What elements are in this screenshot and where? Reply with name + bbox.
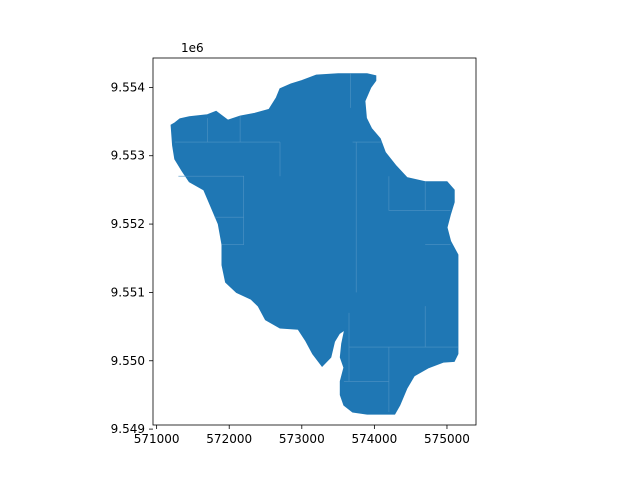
region-layer [170, 73, 459, 415]
y-tick-label: 9.552 [111, 217, 145, 231]
axes-layer: 571000 572000 573000 574000 575000 9.549 9.550… [111, 57, 477, 446]
y-tick-label: 9.549 [111, 422, 145, 436]
x-tick-label: 571000 [134, 432, 180, 446]
x-tick-label: 573000 [279, 432, 325, 446]
x-tick-label: 575000 [424, 432, 470, 446]
y-tick-label: 9.550 [111, 354, 145, 368]
y-tick-label: 9.553 [111, 149, 145, 163]
y-tick-label: 9.554 [111, 80, 145, 94]
y-tick-label: 9.551 [111, 285, 145, 299]
x-tick-label: 574000 [351, 432, 397, 446]
axes-frame [152, 57, 477, 426]
y-offset-label: 1e6 [181, 41, 204, 55]
x-tick-label: 572000 [206, 432, 252, 446]
parcel-boundary-3 [178, 175, 244, 245]
region-polygon [170, 73, 459, 415]
parcel-boundary-9 [388, 176, 451, 211]
